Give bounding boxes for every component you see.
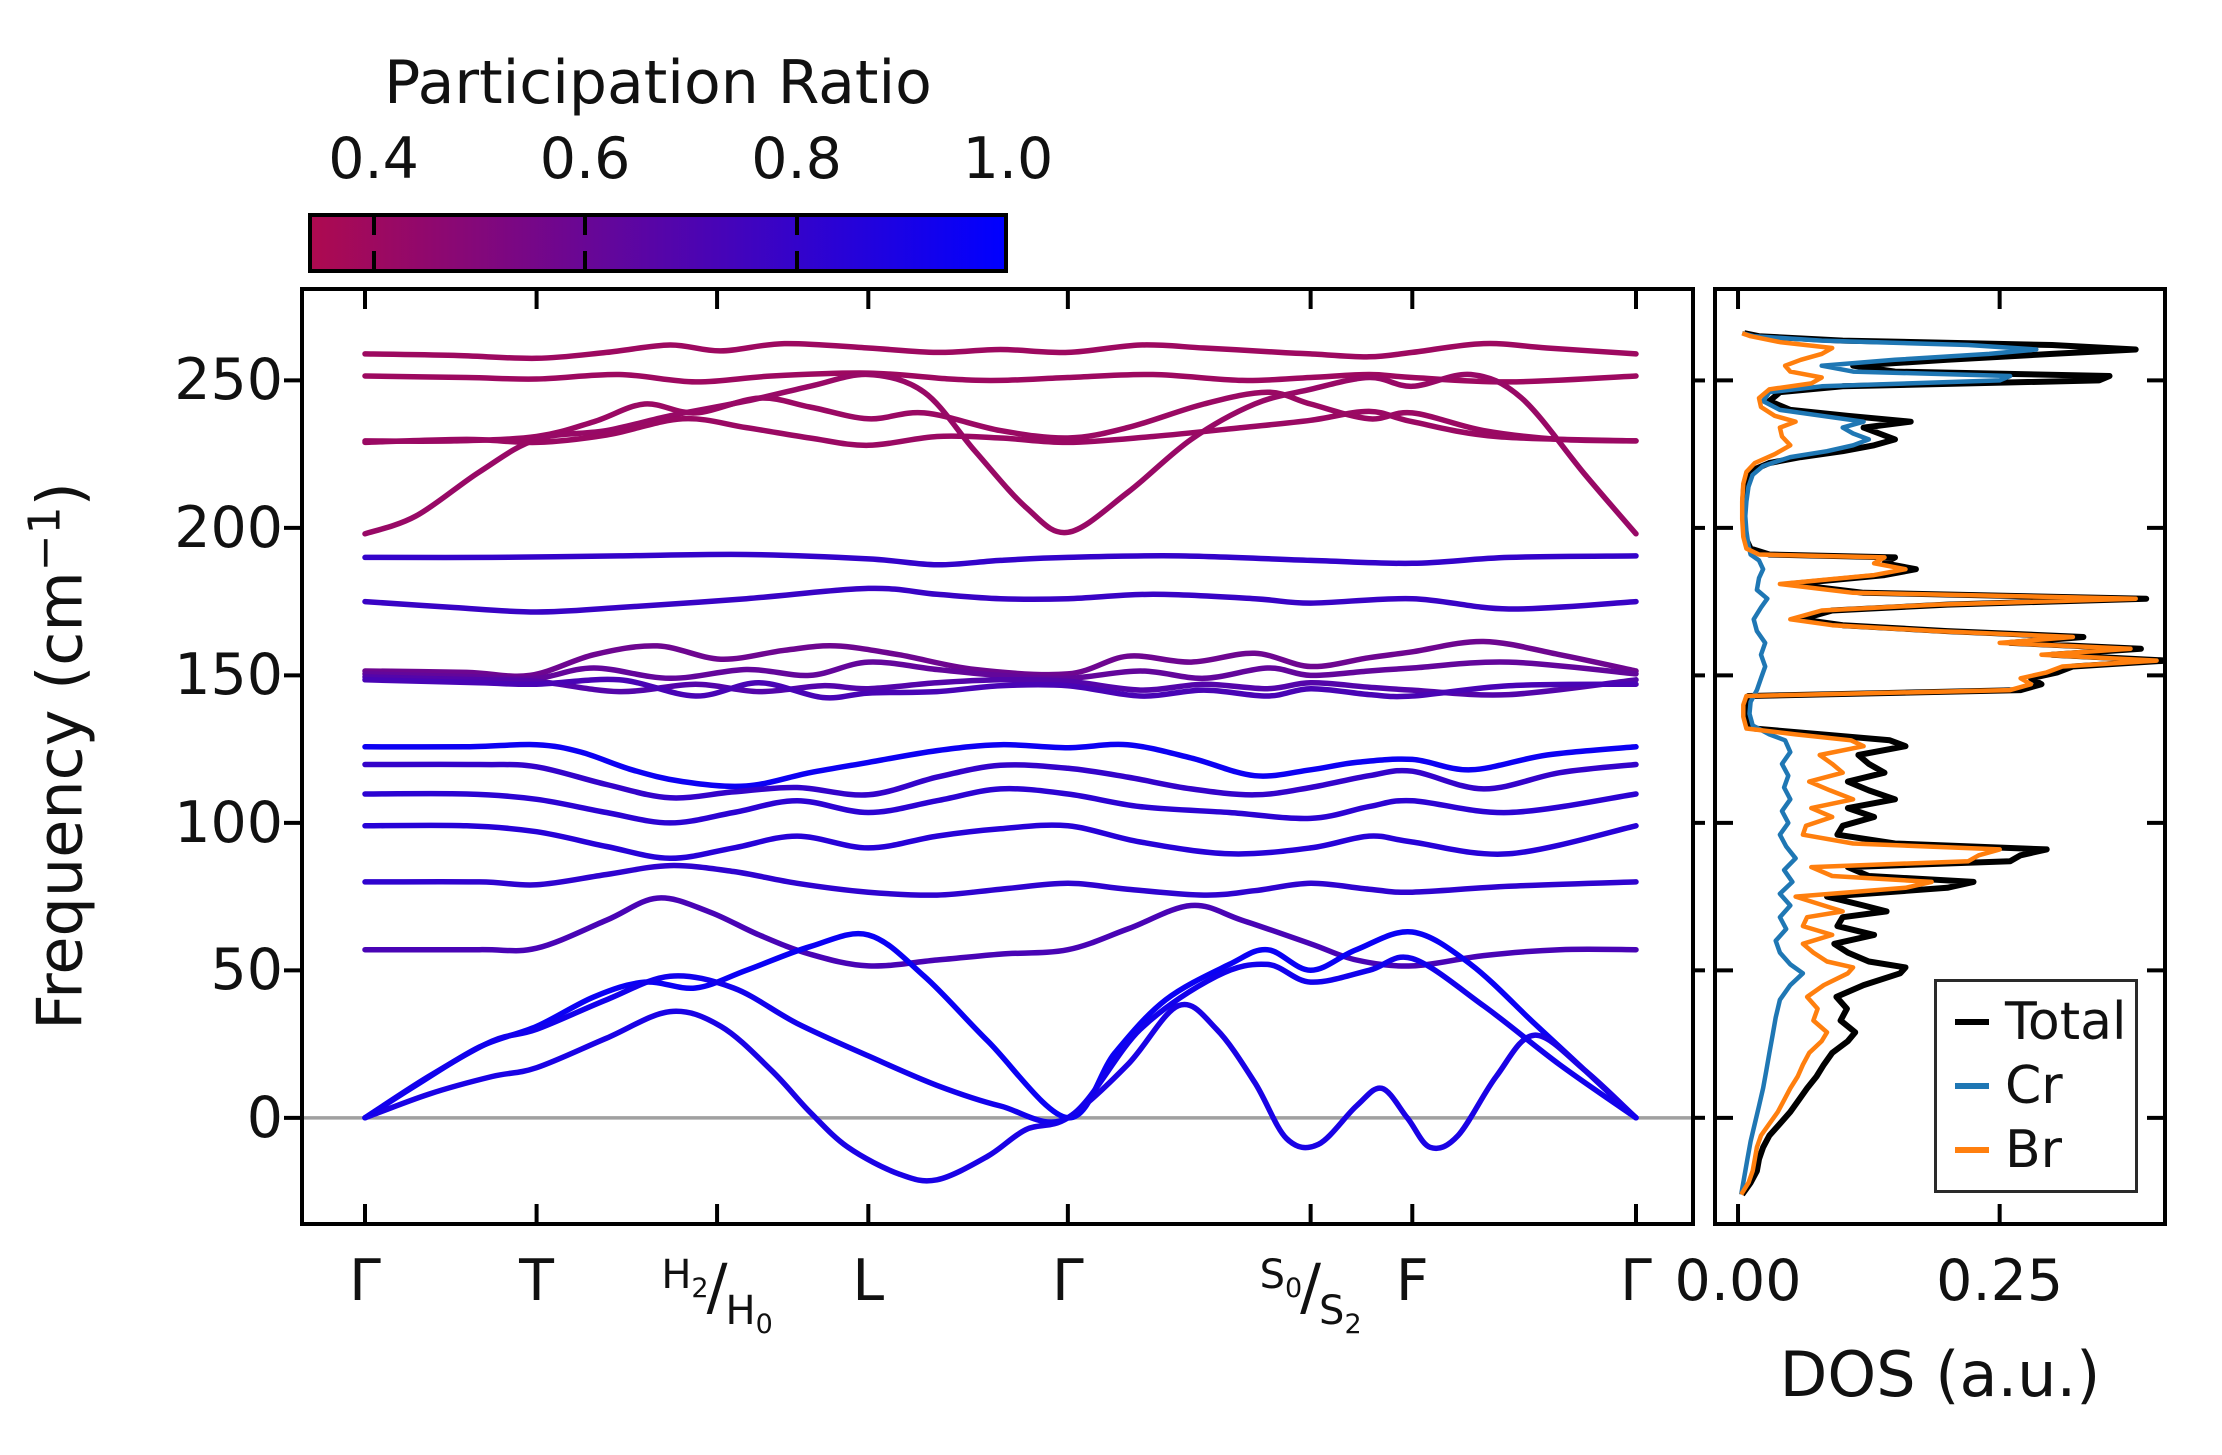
kpoint-fraction-top: S0 <box>1259 1252 1303 1304</box>
phonon-band <box>362 371 1639 537</box>
colorbar-tick-mark <box>371 251 376 273</box>
colorbar-tick-label: 0.8 <box>751 126 842 192</box>
colorbar-tick-label: 1.0 <box>962 126 1054 192</box>
colorbar-tick-label: 0.6 <box>539 126 631 192</box>
phonon-band <box>362 340 1639 362</box>
phonon-band <box>362 676 1639 701</box>
axis-tick-marks <box>284 289 2165 1224</box>
kpoint-fraction-slash: / <box>706 1250 728 1323</box>
kpoint-label-fraction: H2/H0 <box>661 1244 772 1340</box>
phonon-band <box>362 370 1639 385</box>
phonon-band <box>362 638 1639 680</box>
legend-label-total: Total <box>2005 992 2127 1052</box>
kpoint-fraction-slash: / <box>1300 1250 1322 1323</box>
colorbar-tick-mark <box>583 251 588 273</box>
phonon-band <box>362 1001 1639 1184</box>
br-line-swatch <box>1955 1147 1989 1153</box>
y-tick-label: 200 <box>174 494 283 561</box>
colorbar-tick-mark <box>583 213 588 235</box>
phonon-band <box>362 954 1639 1125</box>
phonon-band <box>362 585 1639 615</box>
kpoint-label: Γ <box>349 1248 381 1314</box>
kpoint-fraction-bottom: S2 <box>1319 1288 1362 1340</box>
phonon-band <box>362 761 1639 801</box>
kpoint-fraction-top: H2 <box>661 1252 709 1304</box>
phonon-band <box>362 389 1639 444</box>
kpoint-label: Γ <box>1620 1248 1652 1314</box>
legend-row-cr: Cr <box>1955 1060 2135 1112</box>
dos-x-tick-label: 0.25 <box>1936 1248 2064 1314</box>
dos-panel-frame <box>1713 287 2167 1226</box>
phonon-band <box>362 674 1639 698</box>
phonon-band <box>362 895 1639 969</box>
phonon-band <box>362 551 1639 568</box>
phonon-band <box>362 822 1639 862</box>
kpoint-label-fraction: S0/S2 <box>1259 1244 1362 1340</box>
legend-row-br: Br <box>1955 1124 2135 1176</box>
phonon-band <box>362 408 1639 449</box>
colorbar-tick-mark <box>794 213 799 235</box>
phonon-band <box>362 862 1639 898</box>
kpoint-label: Γ <box>1051 1248 1084 1314</box>
y-tick-label: 100 <box>174 789 283 856</box>
dos-curve-br <box>1739 331 2159 1196</box>
y-tick-label: 150 <box>174 642 283 709</box>
legend-row-total: Total <box>1955 996 2135 1048</box>
kpoint-fraction-bottom: H0 <box>725 1288 773 1340</box>
kpoint-label: F <box>1395 1248 1429 1314</box>
dos-curves <box>1738 330 2165 1197</box>
y-tick-label: 50 <box>210 937 283 1004</box>
y-tick-label: 0 <box>246 1084 283 1151</box>
legend-label-cr: Cr <box>2005 1056 2063 1116</box>
phonon-band <box>362 659 1639 682</box>
colorbar-tick-mark <box>371 213 376 235</box>
y-tick-label: 250 <box>174 347 283 414</box>
colorbar-tick-label: 0.4 <box>328 126 419 192</box>
kpoint-label: T <box>519 1248 554 1314</box>
legend-label-br: Br <box>2005 1120 2063 1180</box>
phonon-band <box>362 929 1639 1121</box>
phonon-band <box>362 785 1639 826</box>
colorbar-title: Participation Ratio <box>384 48 932 118</box>
dos-x-tick-label: 0.00 <box>1674 1248 1802 1314</box>
dos-legend: Total Cr Br <box>1934 979 2138 1193</box>
cr-line-swatch <box>1955 1083 1989 1089</box>
band-panel-frame <box>300 287 1695 1226</box>
colorbar-tick-mark <box>794 251 799 273</box>
total-line-swatch <box>1955 1019 1989 1025</box>
phonon-band <box>362 741 1639 790</box>
phonon-bands <box>362 340 1639 1184</box>
colorbar-gradient <box>308 213 1008 273</box>
dos-curve-cr <box>1738 331 2039 1195</box>
kpoint-label: L <box>852 1248 885 1314</box>
dos-axis-label: DOS (a.u.) <box>1779 1338 2101 1411</box>
